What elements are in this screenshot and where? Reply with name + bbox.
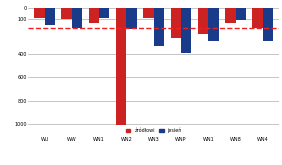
Bar [143,8,154,18]
Bar [154,8,164,46]
Bar [126,8,137,29]
Bar [181,8,191,53]
Bar [61,8,72,19]
Bar [252,8,263,28]
Bar [89,8,99,23]
Bar [34,8,45,18]
Bar [225,8,235,23]
Bar [72,8,82,28]
Bar [45,8,55,25]
Legend: źródłowi, jesień: źródłowi, jesień [124,126,184,135]
Bar [198,8,208,34]
Bar [235,8,246,20]
Bar [116,8,126,125]
Bar [99,8,109,18]
Bar [208,8,219,41]
Bar [171,8,181,38]
Bar [263,8,273,41]
